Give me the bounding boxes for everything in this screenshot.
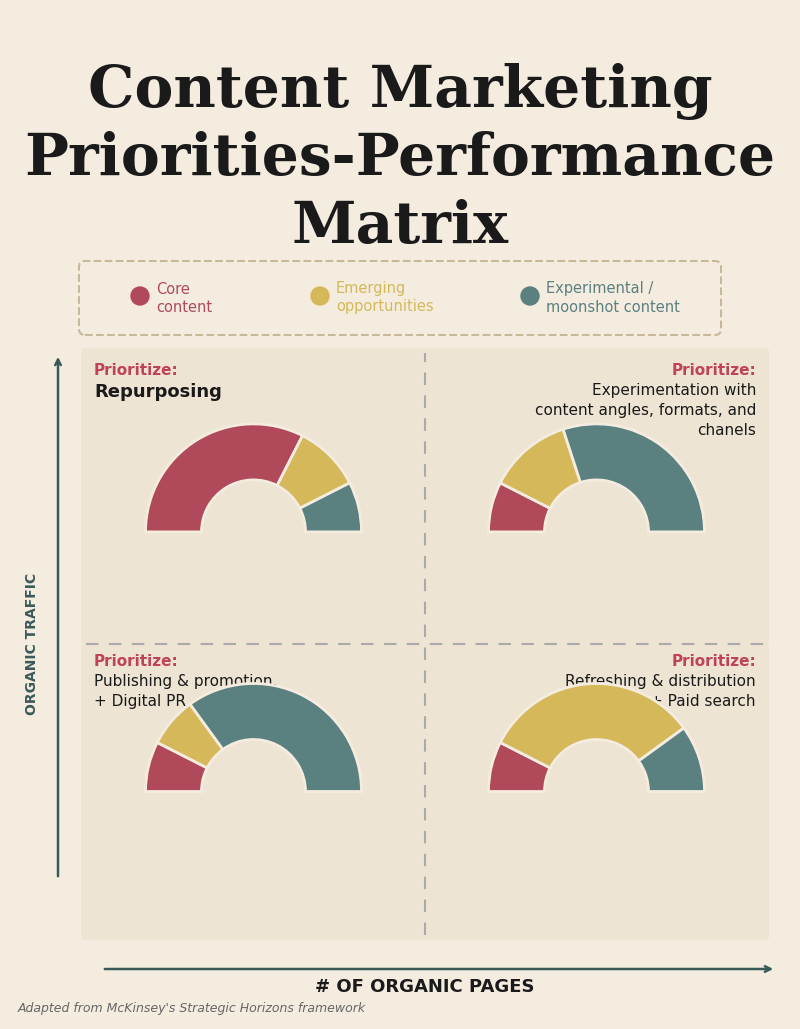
Wedge shape [500,429,581,508]
Text: Prioritize:: Prioritize: [94,363,178,378]
Text: Prioritize:: Prioritize: [94,654,178,669]
Text: Prioritize:: Prioritize: [671,363,756,378]
Wedge shape [158,704,223,768]
FancyBboxPatch shape [424,643,769,941]
Text: Core
content: Core content [156,282,212,315]
Wedge shape [489,743,550,791]
Wedge shape [563,424,705,532]
Wedge shape [146,424,302,532]
Text: ORGANIC TRAFFIC: ORGANIC TRAFFIC [25,573,39,715]
FancyBboxPatch shape [81,643,426,941]
Circle shape [311,287,329,305]
Circle shape [521,287,539,305]
Text: Publishing & promotion,
+ Digital PR: Publishing & promotion, + Digital PR [94,674,278,709]
Wedge shape [146,743,207,791]
Text: Emerging
opportunities: Emerging opportunities [336,282,434,315]
Text: # OF ORGANIC PAGES: # OF ORGANIC PAGES [315,978,534,996]
Wedge shape [190,683,362,791]
Text: Repurposing: Repurposing [94,383,222,401]
Text: Prioritize:: Prioritize: [671,654,756,669]
Circle shape [131,287,149,305]
Wedge shape [500,683,684,768]
Text: Experimental /
moonshot content: Experimental / moonshot content [546,282,680,315]
Wedge shape [300,483,362,532]
Text: Refreshing & distribution
+ Paid search: Refreshing & distribution + Paid search [566,674,756,709]
Wedge shape [277,435,350,508]
Text: Experimentation with
content angles, formats, and
chanels: Experimentation with content angles, for… [534,383,756,437]
Wedge shape [489,483,550,532]
Wedge shape [638,729,705,791]
Text: Adapted from McKinsey's Strategic Horizons framework: Adapted from McKinsey's Strategic Horizo… [18,1002,366,1015]
FancyBboxPatch shape [424,348,769,645]
FancyBboxPatch shape [79,261,721,335]
Text: Content Marketing
Priorities-Performance
Matrix: Content Marketing Priorities-Performance… [25,64,775,254]
FancyBboxPatch shape [81,348,426,645]
